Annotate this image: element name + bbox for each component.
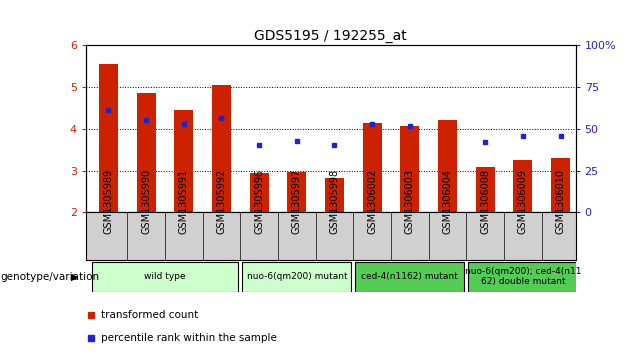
Text: GSM1306008: GSM1306008 [480, 168, 490, 234]
Bar [513, 160, 532, 212]
Text: ced-4(n1162) mutant: ced-4(n1162) mutant [361, 272, 458, 281]
Text: GSM1305992: GSM1305992 [216, 168, 226, 234]
Text: ▶: ▶ [71, 272, 79, 282]
Text: GSM1306003: GSM1306003 [405, 168, 415, 234]
Text: GSM1306002: GSM1306002 [367, 168, 377, 234]
Text: GSM1305991: GSM1305991 [179, 168, 189, 234]
Text: transformed count: transformed count [100, 310, 198, 319]
Text: GSM1306004: GSM1306004 [443, 168, 452, 234]
Bar [250, 173, 268, 212]
Bar [363, 123, 382, 212]
Text: nuo-6(qm200); ced-4(n11
62) double mutant: nuo-6(qm200); ced-4(n11 62) double mutan… [464, 267, 581, 286]
Text: GSM1305996: GSM1305996 [254, 168, 264, 234]
FancyBboxPatch shape [92, 262, 238, 291]
Text: GSM1306010: GSM1306010 [555, 168, 565, 234]
Title: GDS5195 / 192255_at: GDS5195 / 192255_at [254, 29, 407, 43]
Text: GSM1305990: GSM1305990 [141, 168, 151, 234]
FancyBboxPatch shape [356, 262, 464, 291]
Text: genotype/variation: genotype/variation [0, 272, 99, 282]
Text: wild type: wild type [144, 272, 186, 281]
Text: GSM1306009: GSM1306009 [518, 168, 528, 234]
Bar [212, 85, 231, 212]
Bar [325, 178, 344, 212]
Bar [401, 126, 419, 212]
Bar [137, 93, 156, 212]
Bar [174, 110, 193, 212]
Text: GSM1305997: GSM1305997 [292, 168, 302, 234]
Text: GSM1305998: GSM1305998 [329, 168, 340, 234]
Bar [551, 158, 570, 212]
FancyBboxPatch shape [468, 262, 577, 291]
FancyBboxPatch shape [242, 262, 352, 291]
Bar [438, 120, 457, 212]
Text: nuo-6(qm200) mutant: nuo-6(qm200) mutant [247, 272, 347, 281]
Bar [287, 172, 307, 212]
Bar [99, 64, 118, 212]
Text: percentile rank within the sample: percentile rank within the sample [100, 333, 277, 343]
Text: GSM1305989: GSM1305989 [104, 168, 113, 234]
Bar [476, 167, 495, 212]
